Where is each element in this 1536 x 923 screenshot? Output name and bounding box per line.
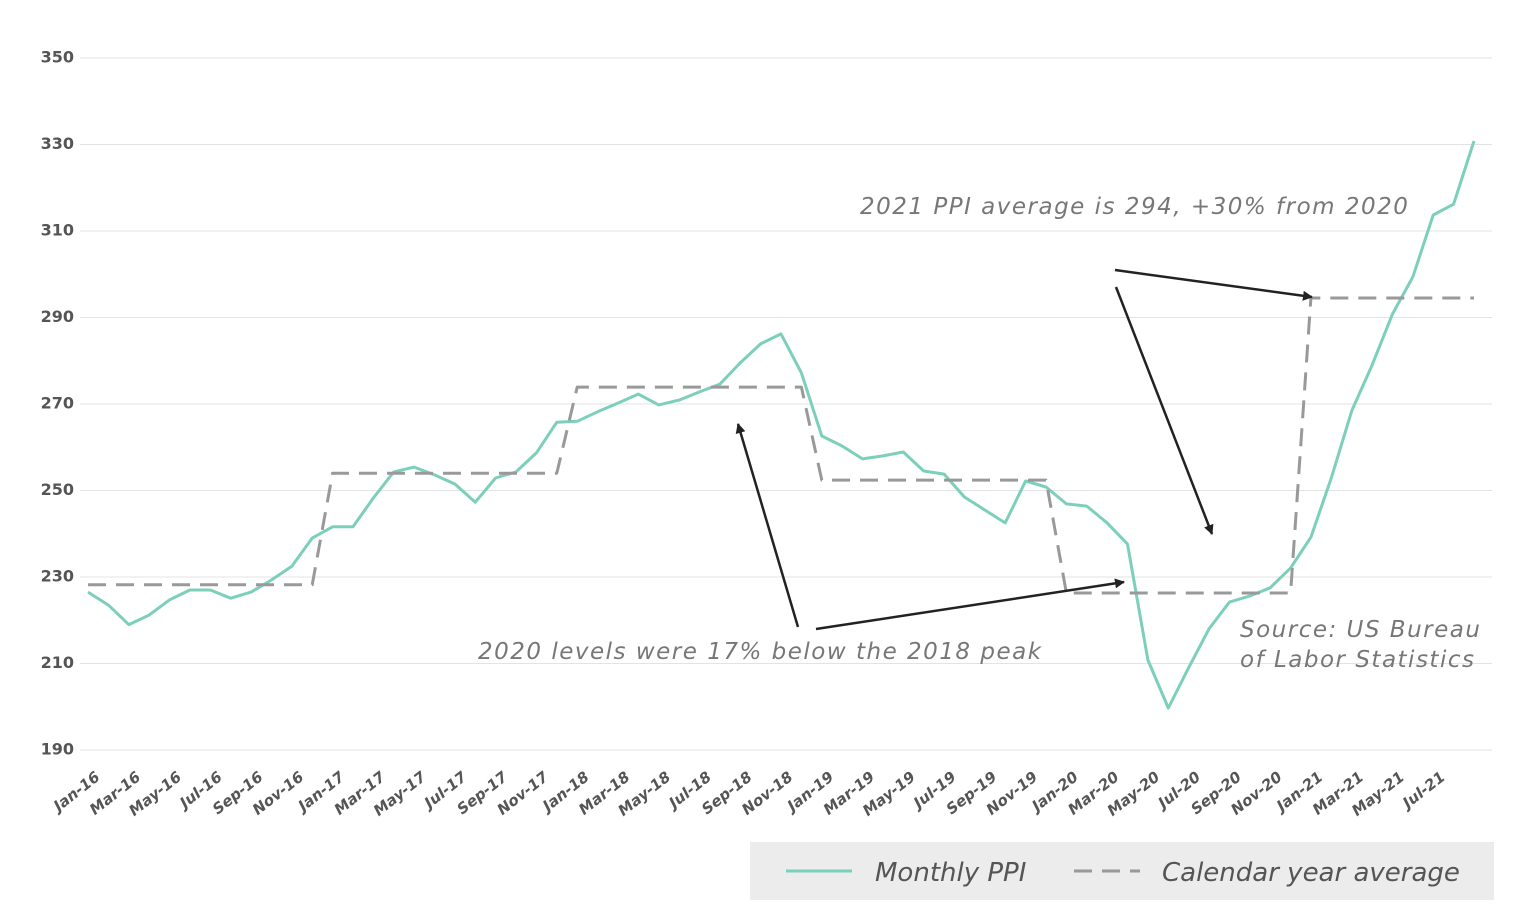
y-tick-label: 350: [41, 48, 74, 67]
x-tick-label: Jul-21: [1397, 768, 1449, 814]
y-tick-label: 190: [41, 740, 74, 759]
arrow: [735, 423, 800, 628]
legend-label: Calendar year average: [1162, 858, 1460, 888]
y-tick-label: 310: [41, 221, 74, 240]
arrow: [1114, 268, 1313, 301]
arrow: [1114, 286, 1214, 535]
legend-box: [750, 842, 1494, 900]
annotation: 2020 levels were 17% below the 2018 peak: [478, 639, 1043, 665]
y-tick-label: 230: [41, 567, 74, 586]
annotation: 2021 PPI average is 294, +30% from 2020: [860, 194, 1409, 220]
line-series: [88, 296, 1474, 595]
y-tick-label: 330: [41, 134, 74, 153]
source: Source: US Bureau: [1240, 617, 1481, 643]
y-tick-label: 250: [41, 480, 74, 499]
arrow: [815, 578, 1125, 631]
legend-label: Monthly PPI: [875, 858, 1026, 888]
y-tick-label: 290: [41, 307, 74, 326]
line-series: [87, 140, 1476, 710]
arrows: [735, 268, 1313, 631]
y-tick-label: 210: [41, 653, 74, 672]
source: of Labor Statistics: [1240, 647, 1475, 673]
y-tick-label: 270: [41, 394, 74, 413]
legend: Monthly PPI Calendar year average: [786, 858, 1460, 888]
plot: [87, 140, 1476, 710]
grid: 190210230250270290310330350Jan-16Mar-16M…: [41, 48, 1492, 820]
